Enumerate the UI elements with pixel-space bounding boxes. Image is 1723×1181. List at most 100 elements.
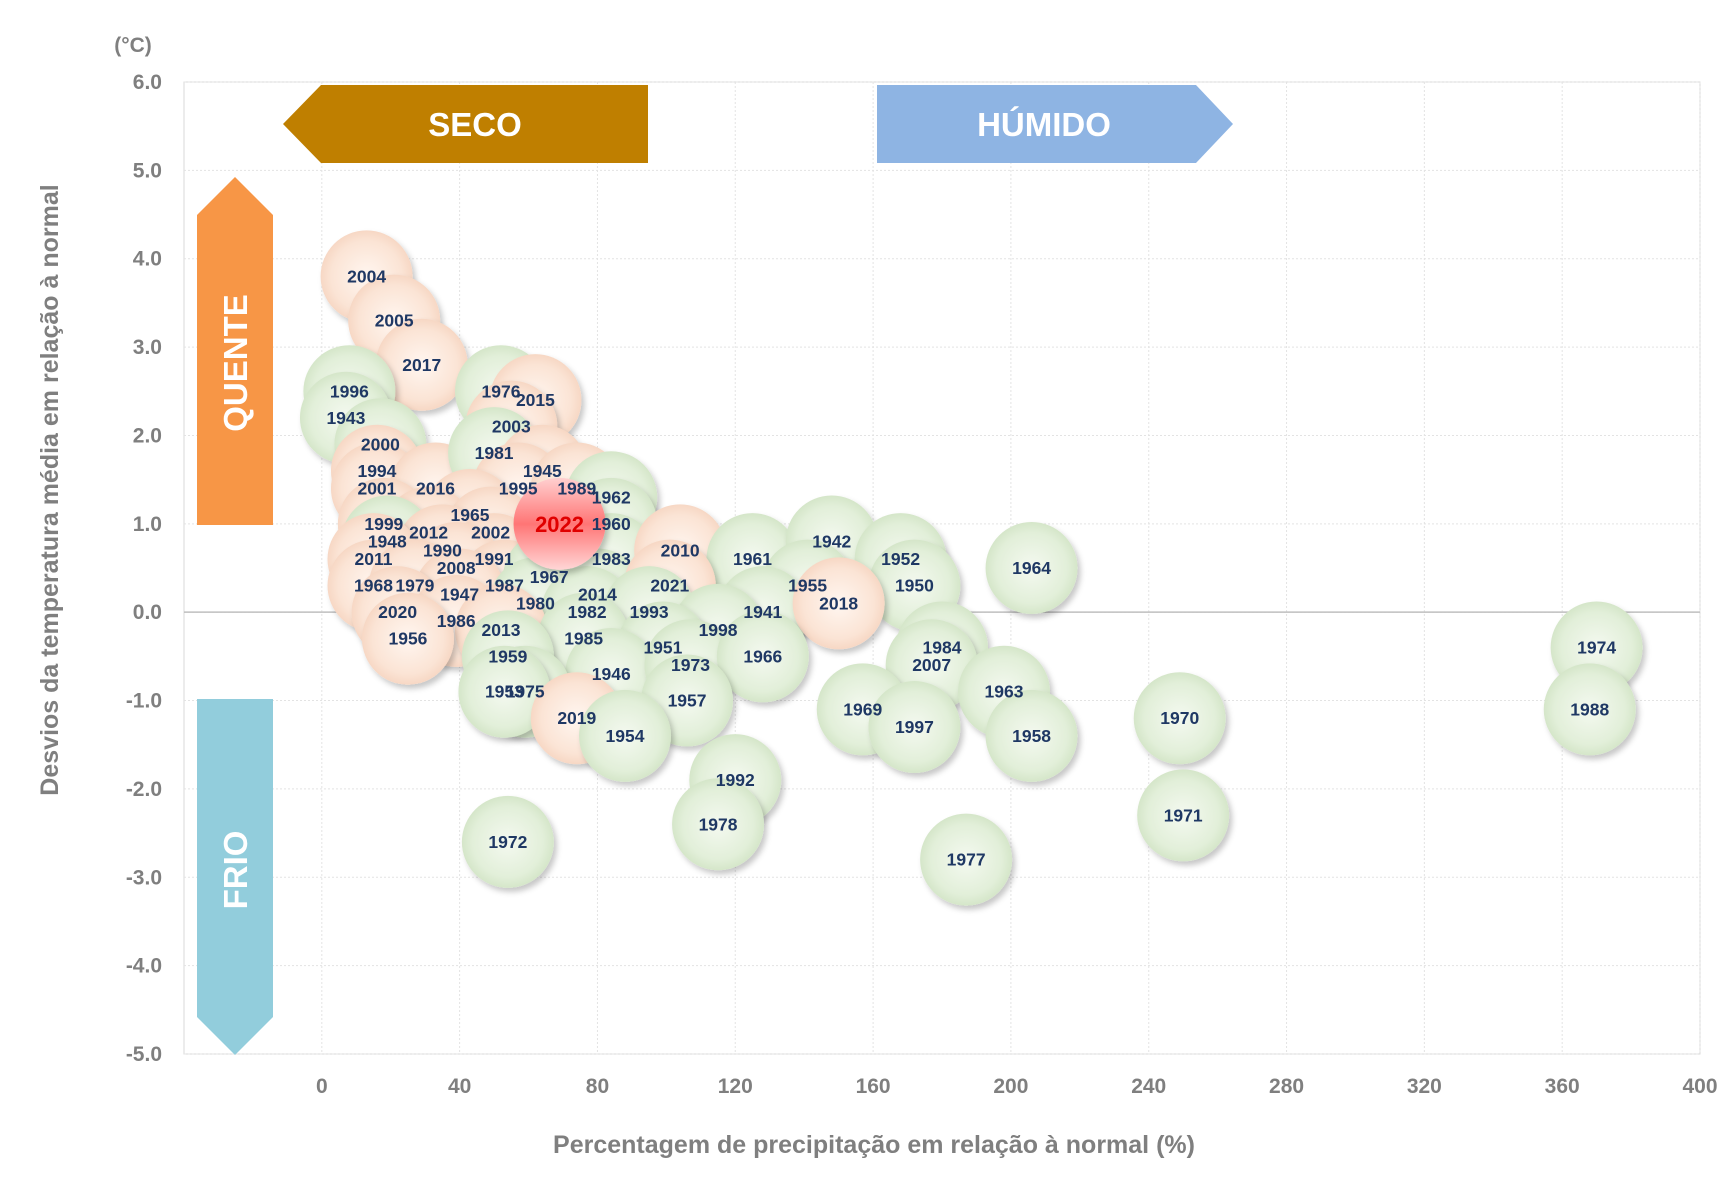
bubble-label-1946: 1946: [592, 664, 631, 684]
x-tick-label: 360: [1545, 1075, 1580, 1098]
bubble-label-1942: 1942: [812, 531, 851, 551]
bubble-label-1955: 1955: [788, 576, 827, 596]
bubble-1966: [716, 610, 809, 703]
bubble-label-1971: 1971: [1164, 805, 1203, 825]
bubble-label-1943: 1943: [326, 408, 365, 428]
bubble-label-1956: 1956: [388, 629, 427, 649]
bubble-label-1957: 1957: [668, 691, 707, 711]
hot-arrow: [197, 177, 273, 525]
bubble-label-1948: 1948: [368, 531, 407, 551]
bubble-label-2000: 2000: [361, 434, 400, 454]
bubble-label-1987: 1987: [485, 576, 524, 596]
y-axis-title: Desvios da temperatura média em relação …: [36, 184, 64, 795]
bubble-label-1985: 1985: [564, 629, 603, 649]
bubble-label-1961: 1961: [733, 549, 772, 569]
bubble-label-2015: 2015: [516, 390, 555, 410]
bubble-label-1976: 1976: [482, 381, 521, 401]
y-tick-label: 6.0: [133, 71, 162, 94]
bubble-label-1965: 1965: [451, 505, 490, 525]
bubble-label-1982: 1982: [568, 602, 607, 622]
bubble-label-1999: 1999: [364, 514, 403, 534]
bubble-1958: [985, 689, 1078, 782]
bubble-1988: [1543, 663, 1636, 756]
bubble-label-2018: 2018: [819, 593, 858, 613]
bubble-label-1954: 1954: [606, 726, 645, 746]
bubble-label-2005: 2005: [375, 311, 414, 331]
bubble-label-2007: 2007: [912, 655, 951, 675]
bubble-label-1990: 1990: [423, 540, 462, 560]
y-tick-label: 2.0: [133, 424, 162, 447]
bubble-label-2010: 2010: [661, 540, 700, 560]
bubble-label-1991: 1991: [475, 549, 514, 569]
bubble-label-2011: 2011: [355, 549, 393, 569]
bubble-label-1980: 1980: [516, 593, 555, 613]
bubble-1956: [361, 592, 454, 685]
bubble-label-2004: 2004: [347, 266, 386, 286]
bubble-label-1994: 1994: [357, 461, 396, 481]
cold-arrow: [197, 699, 273, 1055]
bubble-1953: [458, 645, 551, 738]
bubble-label-1992: 1992: [716, 770, 755, 790]
y-tick-label: -3.0: [126, 866, 162, 889]
bubble-2022: [513, 477, 606, 570]
bubble-label-1964: 1964: [1012, 558, 1051, 578]
bubble-label-1958: 1958: [1012, 726, 1051, 746]
cold-label: FRIO: [217, 831, 254, 910]
bubble-label-2016: 2016: [416, 478, 455, 498]
bubble-1997: [868, 681, 961, 774]
y-tick-label: -1.0: [126, 690, 162, 713]
bubble-label-1959: 1959: [488, 646, 527, 666]
bubble-1978: [672, 778, 765, 871]
wet-arrow: [877, 85, 1233, 163]
bubble-label-1995: 1995: [499, 478, 538, 498]
bubble-label-2020: 2020: [378, 602, 417, 622]
bubble-label-1975: 1975: [506, 682, 545, 702]
bubble-label-1996: 1996: [330, 381, 369, 401]
dry-arrow: [283, 85, 648, 163]
bubble-label-1967: 1967: [530, 567, 569, 587]
bubble-label-2014: 2014: [578, 585, 617, 605]
bubble-label-2017: 2017: [402, 355, 441, 375]
bubble-1964: [985, 522, 1078, 614]
x-tick-label: 0: [316, 1075, 328, 1098]
bubble-label-1978: 1978: [699, 814, 738, 834]
bubble-label-1969: 1969: [843, 699, 882, 719]
bubble-label-1952: 1952: [881, 549, 920, 569]
bubble-label-2012: 2012: [409, 523, 448, 543]
wet-label: HÚMIDO: [977, 106, 1111, 143]
y-tick-label: -5.0: [126, 1043, 162, 1066]
bubble-1972: [461, 795, 554, 888]
x-axis-title: Percentagem de precipitação em relação à…: [553, 1131, 1195, 1159]
bubble-label-2001: 2001: [357, 478, 396, 498]
bubble-label-2021: 2021: [650, 576, 689, 596]
y-tick-label: 0.0: [133, 601, 162, 624]
x-tick-label: 320: [1407, 1075, 1442, 1098]
bubble-label-2022: 2022: [535, 512, 584, 537]
y-tick-label: 4.0: [133, 248, 162, 271]
bubble-2017: [375, 318, 468, 411]
axis-ticks: 6.0 5.0 4.0 3.0 2.0 1.0 0.0 -1.0 -2.0 -3.0 -4.0 -5.…: [126, 71, 1718, 1098]
bubble-label-1947: 1947: [440, 585, 479, 605]
y-tick-label: 1.0: [133, 513, 162, 536]
bubble-label-1973: 1973: [671, 655, 710, 675]
x-tick-label: 80: [586, 1075, 609, 1098]
bubble-label-1953: 1953: [485, 682, 524, 702]
bubble-label-2013: 2013: [482, 620, 521, 640]
y-tick-label: -4.0: [126, 955, 162, 978]
bubble-label-1986: 1986: [437, 611, 476, 631]
y-axis-unit: (°C): [114, 34, 152, 57]
bubble-label-1966: 1966: [743, 646, 782, 666]
bubble-1970: [1133, 672, 1226, 765]
y-tick-label: -2.0: [126, 778, 162, 801]
bubble-label-1960: 1960: [592, 514, 631, 534]
bubble-label-1998: 1998: [699, 620, 738, 640]
y-tick-label: 5.0: [133, 159, 162, 182]
bubble-2018: [792, 557, 885, 650]
bubble-label-1950: 1950: [895, 576, 934, 596]
bubble-label-1970: 1970: [1160, 708, 1199, 728]
bubble-label-1977: 1977: [947, 850, 986, 870]
x-tick-label: 240: [1131, 1075, 1166, 1098]
bubble-1977: [920, 813, 1013, 906]
bubble-label-1968: 1968: [354, 576, 393, 596]
